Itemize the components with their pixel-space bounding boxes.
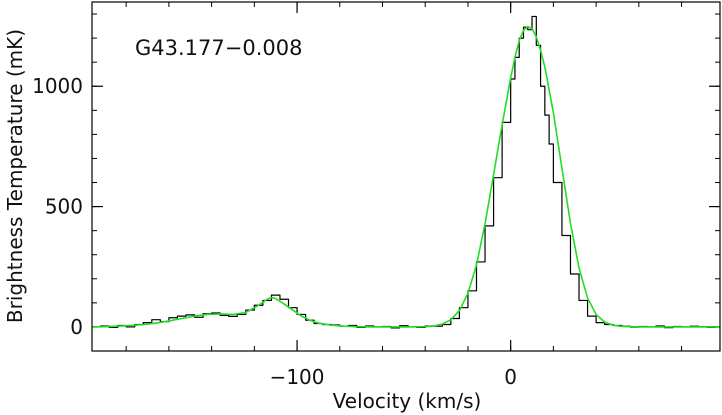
x-tick-label: 0 — [504, 365, 517, 389]
tick-labels: −100 0 0 500 1000 — [32, 74, 517, 389]
fit-curve-line — [91, 25, 720, 328]
x-tick-label: −100 — [270, 365, 325, 389]
plot-border — [91, 1, 721, 352]
y-axis-label: Brightness Temperature (mK) — [3, 29, 27, 323]
tick-marks — [92, 2, 720, 352]
source-annotation: G43.177−0.008 — [135, 36, 302, 60]
plot-frame — [91, 1, 721, 352]
series-layer — [91, 15, 720, 329]
y-tick-label: 1000 — [32, 74, 83, 98]
x-axis-label: Velocity (km/s) — [333, 389, 482, 413]
y-tick-label: 500 — [45, 195, 83, 219]
observed-spectrum-line — [92, 15, 720, 329]
y-tick-label: 0 — [70, 315, 83, 339]
